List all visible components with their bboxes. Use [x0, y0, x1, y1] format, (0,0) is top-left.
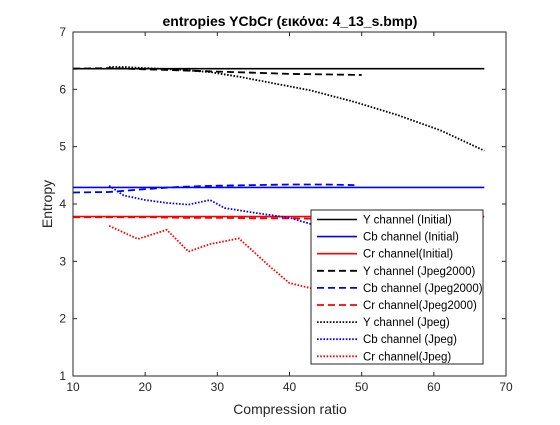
series-line-7 — [108, 184, 312, 225]
x-tick-label: 60 — [427, 380, 441, 394]
legend-entry-7: Cb channel (Jpeg) — [363, 334, 457, 346]
legend-entry-0: Y channel (Initial) — [363, 215, 452, 227]
series-line-5 — [73, 216, 362, 220]
y-tick-label: 4 — [59, 197, 66, 211]
x-tick-label: 10 — [66, 380, 80, 394]
series-line-4 — [73, 183, 355, 194]
axes: 10 20 30 40 50 60 70 1 2 3 4 5 6 7 — [59, 25, 513, 394]
y-tick-label: 2 — [59, 312, 66, 326]
y-tick-label: 3 — [59, 254, 66, 268]
series-line-3 — [73, 67, 362, 76]
x-tick-label: 30 — [211, 380, 225, 394]
series-line-6 — [109, 66, 485, 152]
legend: Y channel (Initial) Cb channel (Initial) C… — [310, 209, 484, 365]
legend-entry-5: Cr channel(Jpeg2000) — [363, 300, 477, 312]
legend-entry-8: Cr channel(Jpeg) — [363, 351, 451, 363]
y-tick-label: 1 — [59, 369, 66, 383]
legend-entry-2: Cr channel(Initial) — [363, 249, 453, 261]
legend-entry-4: Cb channel (Jpeg2000) — [363, 283, 483, 295]
x-tick-label: 40 — [283, 380, 297, 394]
legend-entry-1: Cb channel (Initial) — [363, 232, 459, 244]
x-tick-label: 20 — [138, 380, 152, 394]
chart-title: entropies YCbCr (εικόνα: 4_13_s.bmp) — [163, 13, 418, 29]
x-tick-label: 50 — [355, 380, 369, 394]
plot-area — [73, 66, 485, 290]
series-line-8 — [108, 224, 312, 290]
legend-entry-6: Y channel (Jpeg) — [363, 317, 450, 329]
y-tick-label: 6 — [59, 82, 66, 96]
legend-entry-3: Y channel (Jpeg2000) — [363, 266, 475, 278]
y-tick-label: 5 — [59, 140, 66, 154]
x-tick-label: 70 — [499, 380, 513, 394]
x-axis-label: Compression ratio — [233, 401, 347, 417]
y-tick-label: 7 — [59, 25, 66, 39]
y-axis-label: Entropy — [39, 180, 55, 228]
